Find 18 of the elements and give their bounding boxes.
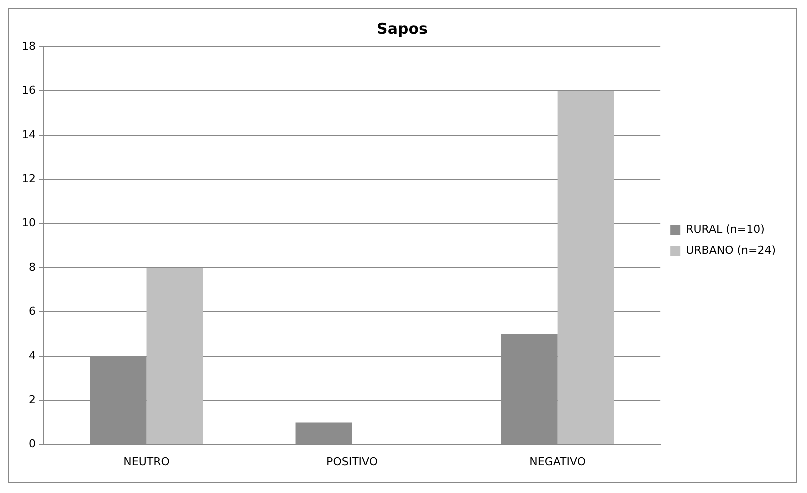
legend-label: RURAL (n=10): [686, 222, 765, 236]
y-tick-label: 14: [22, 128, 36, 142]
y-tick-label: 0: [28, 438, 36, 451]
legend-label: URBANO (n=24): [686, 244, 776, 257]
y-tick-label: 18: [22, 40, 36, 53]
y-tick-label: 16: [22, 84, 36, 98]
x-tick-label: POSITIVO: [326, 455, 378, 468]
x-tick-label: NEUTRO: [124, 455, 170, 468]
y-tick-label: 4: [28, 349, 36, 362]
y-tick-label: 6: [28, 305, 36, 318]
bar: [146, 268, 204, 444]
y-tick-label: 2: [28, 393, 36, 406]
x-tick-label: NEGATIVO: [530, 455, 586, 468]
y-tick-label: 12: [22, 172, 36, 186]
y-tick-label: 8: [28, 260, 36, 274]
bar: [558, 91, 614, 444]
y-tick-label: 10: [22, 216, 36, 230]
chart-title: Sapos: [377, 20, 428, 38]
